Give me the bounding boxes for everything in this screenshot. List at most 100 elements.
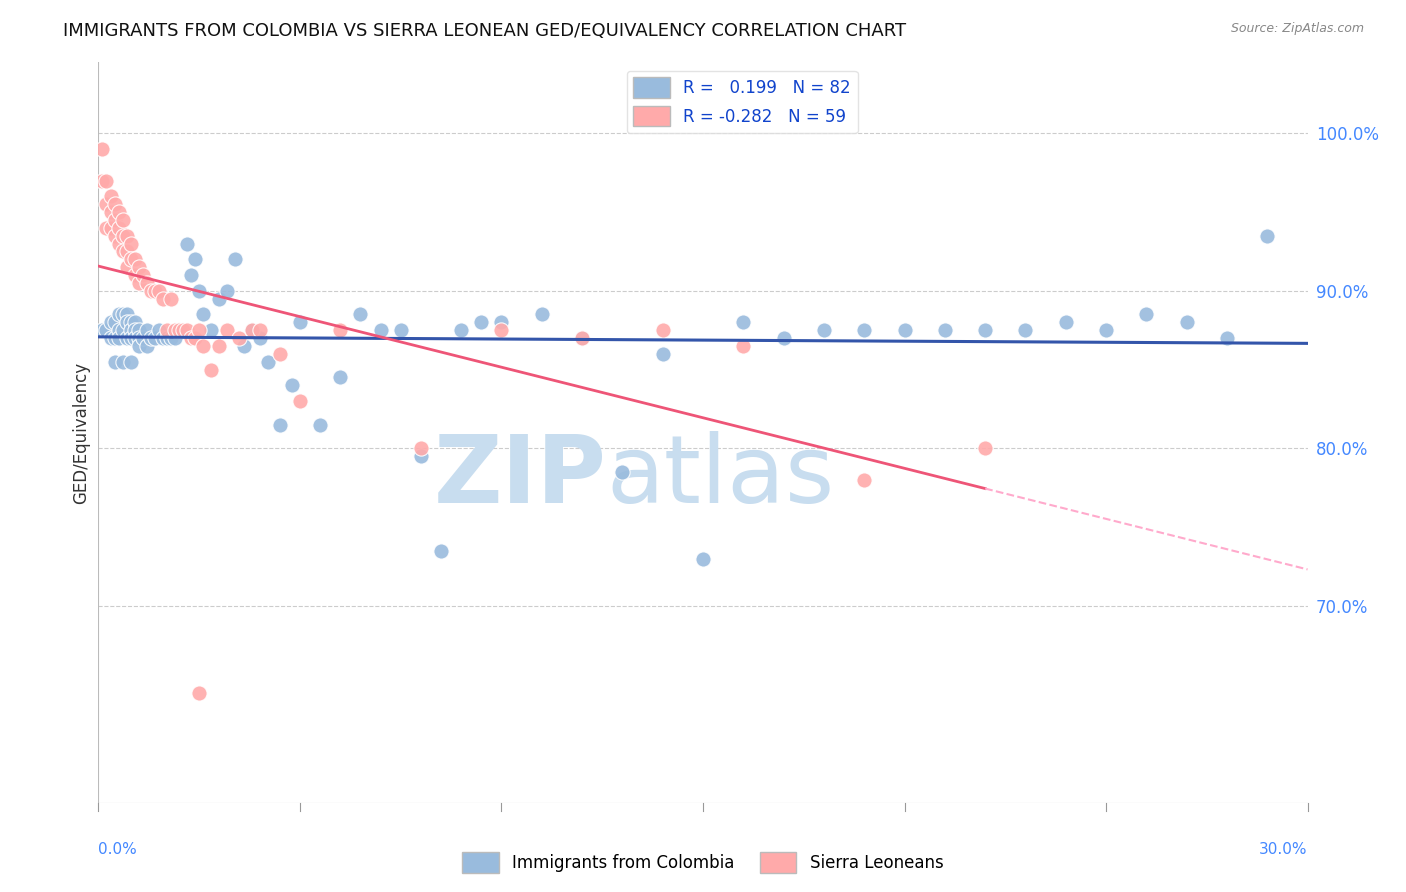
Point (733, 315, 755, 329)
Point (269, 417, 291, 432)
Point (217, 323, 239, 337)
Point (193, 308, 215, 322)
Point (135, 339, 157, 353)
Point (176, 236, 198, 251)
Point (100, 331, 122, 345)
Point (115, 315, 138, 329)
Text: 30.0%: 30.0% (1260, 842, 1308, 857)
Point (148, 284, 170, 298)
Point (163, 331, 186, 345)
Point (389, 323, 412, 337)
Point (249, 331, 271, 345)
Point (135, 276, 157, 290)
Point (188, 323, 211, 337)
Point (692, 551, 714, 566)
Point (1256, 228, 1278, 243)
Y-axis label: GED/Equivalency: GED/Equivalency (72, 361, 90, 504)
Point (120, 331, 142, 345)
Point (91, 323, 114, 337)
Point (139, 331, 162, 345)
Point (530, 308, 553, 322)
Point (115, 308, 138, 322)
Point (107, 205, 129, 219)
Point (96, 173, 118, 187)
Point (269, 347, 291, 361)
Point (124, 315, 146, 329)
Point (115, 331, 138, 345)
Point (309, 417, 332, 432)
Point (349, 308, 371, 322)
Point (188, 284, 211, 298)
Point (651, 347, 673, 361)
Point (135, 323, 157, 337)
Point (651, 323, 673, 337)
Point (96, 323, 118, 337)
Point (124, 268, 146, 282)
Point (107, 308, 129, 322)
Point (152, 292, 174, 306)
Point (450, 323, 472, 337)
Point (329, 370, 352, 384)
Point (139, 284, 162, 298)
Point (107, 331, 129, 345)
Point (491, 315, 513, 329)
Text: 0.0%: 0.0% (98, 842, 138, 857)
Point (853, 323, 876, 337)
Point (156, 323, 179, 337)
Point (103, 228, 125, 243)
Point (180, 331, 202, 345)
Point (111, 213, 134, 227)
Point (128, 276, 150, 290)
Point (111, 308, 134, 322)
Point (132, 331, 155, 345)
Point (128, 323, 150, 337)
Point (470, 315, 492, 329)
Point (200, 323, 222, 337)
Point (124, 252, 146, 267)
Point (1095, 323, 1118, 337)
Point (111, 355, 134, 369)
Point (160, 331, 183, 345)
Point (120, 355, 142, 369)
Point (813, 323, 835, 337)
Point (1216, 331, 1239, 345)
Point (167, 323, 190, 337)
Point (91, 142, 114, 156)
Point (208, 339, 231, 353)
Point (148, 323, 170, 337)
Point (491, 323, 513, 337)
Point (733, 339, 755, 353)
Text: atlas: atlas (606, 431, 835, 523)
Point (111, 323, 134, 337)
Point (107, 220, 129, 235)
Point (156, 331, 179, 345)
Point (893, 323, 915, 337)
Point (172, 323, 194, 337)
Point (103, 355, 125, 369)
Point (571, 331, 593, 345)
Point (103, 197, 125, 211)
Point (232, 339, 254, 353)
Point (853, 473, 876, 487)
Point (1014, 323, 1036, 337)
Point (409, 442, 432, 456)
Point (96, 197, 118, 211)
Point (224, 252, 246, 267)
Point (128, 331, 150, 345)
Point (176, 323, 198, 337)
Point (120, 236, 142, 251)
Point (1175, 315, 1198, 329)
Point (115, 228, 138, 243)
Point (128, 339, 150, 353)
Point (100, 315, 122, 329)
Point (409, 449, 432, 463)
Point (240, 323, 263, 337)
Point (100, 220, 122, 235)
Point (974, 323, 997, 337)
Point (281, 378, 304, 392)
Point (120, 323, 142, 337)
Point (200, 362, 222, 376)
Point (184, 331, 207, 345)
Legend: R =   0.199   N = 82, R = -0.282   N = 59: R = 0.199 N = 82, R = -0.282 N = 59 (627, 70, 858, 133)
Point (103, 213, 125, 227)
